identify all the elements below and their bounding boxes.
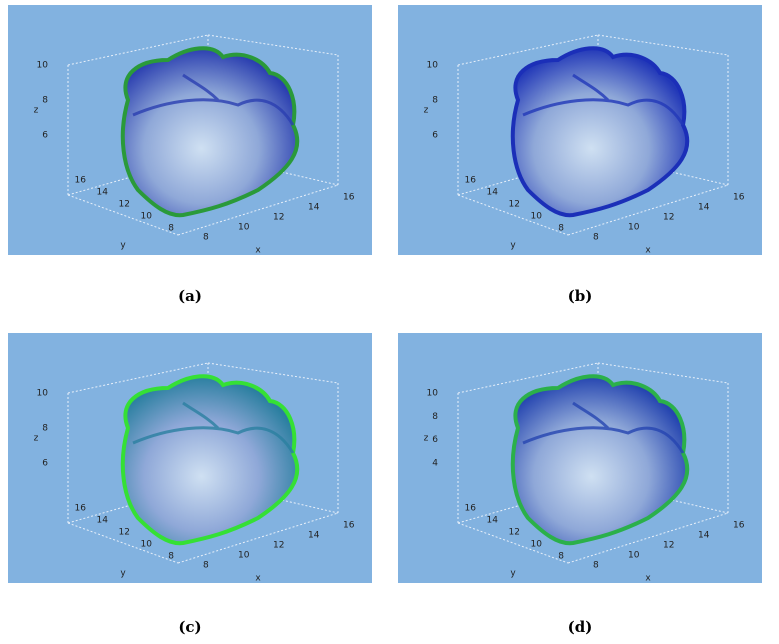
panel: 4 6 8 10 z 16 14 12 10 8 y 8 10 12 14 16 x	[398, 333, 762, 583]
z-axis-label: z	[424, 434, 429, 444]
x-tick-label: 8	[203, 561, 209, 571]
grid-line	[207, 362, 339, 384]
x-tick-label: 16	[733, 521, 745, 531]
z-tick-label: 10	[427, 61, 439, 71]
grid-line	[207, 34, 339, 56]
x-tick-label: 14	[698, 203, 710, 213]
z-tick-label: 8	[42, 424, 48, 434]
y-tick-label: 12	[119, 528, 130, 538]
x-tick-label: 16	[343, 193, 355, 203]
y-tick-label: 10	[531, 212, 543, 222]
panel: 6 8 10 z 16 14 12 10 8 y 8 10 12 14 16 x	[8, 5, 372, 255]
grid-line	[67, 194, 179, 236]
z-tick-label: 8	[432, 412, 438, 422]
x-tick-label: 12	[273, 541, 284, 551]
x-tick-label: 12	[663, 541, 674, 551]
point-cloud	[120, 374, 300, 546]
z-axis-label: z	[424, 106, 429, 116]
point-cloud-ridge	[522, 73, 685, 126]
x-tick-label: 8	[593, 233, 599, 243]
point-cloud-ridge	[522, 401, 685, 454]
y-tick-label: 16	[465, 504, 477, 514]
grid-line	[457, 522, 569, 564]
grid-line	[597, 34, 729, 56]
x-tick-label: 10	[628, 551, 640, 561]
y-axis-label: y	[120, 569, 126, 579]
x-tick-label: 10	[238, 551, 250, 561]
caption: (d)	[567, 618, 593, 636]
x-tick-label: 14	[308, 203, 320, 213]
x-axis-label: x	[255, 574, 261, 584]
x-tick-label: 8	[593, 561, 599, 571]
y-tick-label: 12	[119, 200, 130, 210]
grid-line	[67, 522, 179, 564]
z-tick-label: 10	[427, 389, 439, 399]
y-tick-label: 14	[487, 188, 499, 198]
y-tick-label: 16	[465, 176, 477, 186]
y-tick-label: 10	[531, 540, 543, 550]
x-tick-label: 12	[273, 213, 284, 223]
x-tick-label: 14	[308, 531, 320, 541]
point-cloud-ridge	[132, 73, 295, 126]
x-axis-label: x	[255, 246, 261, 256]
panel: 6 8 10 z 16 14 12 10 8 y 8 10 12 14 16 x	[398, 5, 762, 255]
grid-line	[457, 194, 569, 236]
x-axis-label: x	[645, 246, 651, 256]
y-tick-label: 14	[97, 188, 109, 198]
z-tick-label: 10	[37, 389, 49, 399]
caption: (b)	[567, 287, 593, 305]
z-axis-label: z	[34, 106, 39, 116]
x-tick-label: 10	[238, 223, 250, 233]
y-tick-label: 14	[487, 516, 499, 526]
z-tick-label: 10	[37, 61, 49, 71]
z-tick-label: 8	[432, 96, 438, 106]
z-axis-label: z	[34, 434, 39, 444]
y-tick-label: 16	[75, 504, 87, 514]
grid-line	[597, 362, 729, 384]
y-tick-label: 10	[141, 540, 153, 550]
y-tick-label: 8	[558, 224, 564, 234]
y-tick-label: 8	[168, 224, 174, 234]
y-tick-label: 8	[168, 552, 174, 562]
x-tick-label: 10	[628, 223, 640, 233]
z-tick-label: 6	[432, 131, 438, 141]
x-tick-label: 16	[343, 521, 355, 531]
y-tick-label: 8	[558, 552, 564, 562]
caption: (c)	[178, 618, 202, 636]
z-tick-label: 6	[432, 435, 438, 445]
point-cloud-ridge	[132, 401, 295, 454]
x-axis-label: x	[645, 574, 651, 584]
x-tick-label: 12	[663, 213, 674, 223]
x-tick-label: 14	[698, 531, 710, 541]
point-cloud	[510, 374, 690, 546]
caption: (a)	[178, 287, 202, 305]
x-tick-label: 8	[203, 233, 209, 243]
z-tick-label: 6	[42, 459, 48, 469]
z-tick-label: 8	[42, 96, 48, 106]
y-tick-label: 16	[75, 176, 87, 186]
y-tick-label: 12	[509, 528, 520, 538]
y-axis-label: y	[510, 241, 516, 251]
point-cloud	[120, 46, 300, 218]
x-tick-label: 16	[733, 193, 745, 203]
panel: 6 8 10 z 16 14 12 10 8 y 8 10 12 14 16 x	[8, 333, 372, 583]
z-tick-label: 6	[42, 131, 48, 141]
y-axis-label: y	[510, 569, 516, 579]
y-tick-label: 12	[509, 200, 520, 210]
y-tick-label: 14	[97, 516, 109, 526]
point-cloud	[510, 46, 690, 218]
y-tick-label: 10	[141, 212, 153, 222]
y-axis-label: y	[120, 241, 126, 251]
z-tick-label: 4	[432, 459, 438, 469]
